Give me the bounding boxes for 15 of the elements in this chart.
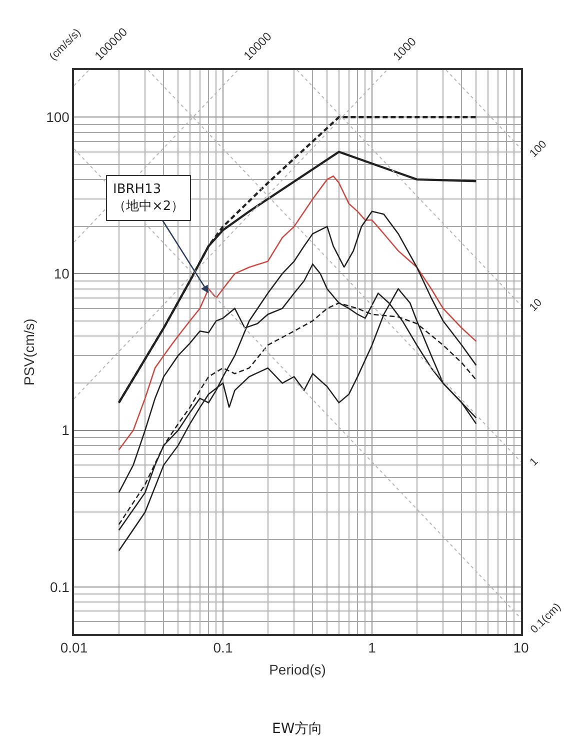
annotation: 100	[528, 138, 550, 160]
y-tick-label: 1	[62, 422, 70, 438]
x-tick-label: 1	[368, 640, 376, 656]
text: EW方向	[272, 721, 323, 736]
y-tick-label: 100	[46, 109, 70, 126]
annotation: 1	[528, 456, 541, 468]
y-tick-label: 10	[54, 266, 70, 282]
x-axis-title: Period(s)	[269, 661, 326, 678]
x-tick-label: 0.01	[60, 640, 88, 656]
x-tick-label: 0.1	[213, 640, 233, 656]
y-axis-title: PSV(cm/s)	[21, 318, 38, 386]
annotation: IBRH13 （地中×2）	[113, 182, 184, 214]
annotation: 10	[527, 296, 545, 314]
x-tick-label: 10	[513, 640, 529, 656]
y-tick-label: 0.1	[50, 578, 70, 595]
